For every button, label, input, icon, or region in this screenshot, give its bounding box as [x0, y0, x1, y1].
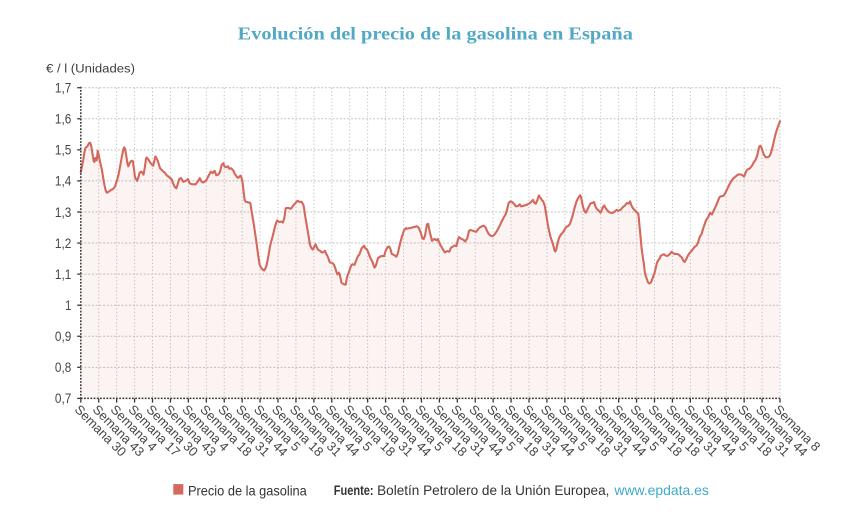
- svg-text:€ / l (Unidades): € / l (Unidades): [46, 64, 135, 76]
- svg-text:Evolución del precio de la gas: Evolución del precio de la gasolina en E…: [238, 24, 633, 44]
- svg-text:1,1: 1,1: [55, 267, 71, 282]
- svg-text:1: 1: [65, 298, 71, 313]
- svg-text:1,7: 1,7: [55, 81, 71, 96]
- svg-text:0,8: 0,8: [55, 360, 71, 375]
- svg-text:Boletín Petrolero de la Unión: Boletín Petrolero de la Unión Europea,: [377, 482, 609, 498]
- svg-text:1,6: 1,6: [55, 112, 71, 127]
- svg-text:0,7: 0,7: [55, 391, 71, 406]
- svg-text:Fuente:: Fuente:: [334, 482, 374, 498]
- svg-text:Precio de la gasolina: Precio de la gasolina: [188, 482, 307, 498]
- svg-text:0,9: 0,9: [55, 329, 71, 344]
- svg-text:www.epdata.es: www.epdata.es: [613, 482, 708, 498]
- svg-text:1,5: 1,5: [55, 143, 71, 158]
- svg-text:1,2: 1,2: [55, 236, 71, 251]
- svg-text:1,4: 1,4: [55, 174, 72, 189]
- svg-text:1,3: 1,3: [55, 205, 71, 220]
